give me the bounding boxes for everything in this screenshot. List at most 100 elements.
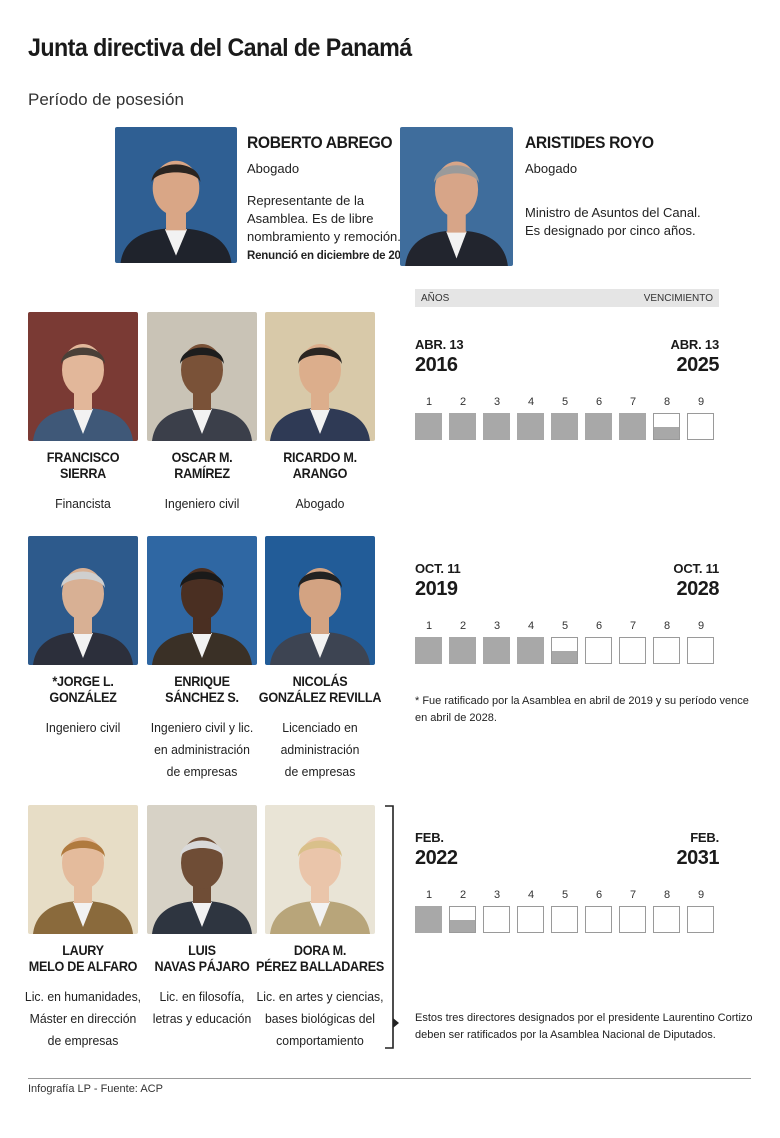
footer-divider xyxy=(28,1078,751,1079)
page-title: Junta directiva del Canal de Panamá xyxy=(28,34,412,62)
profession-line: letras y educación xyxy=(152,1011,252,1026)
member-name-laury-melo-de-alfaro: LAURY MELO DE ALFARO xyxy=(16,942,151,974)
profession-line: Ingeniero civil xyxy=(45,720,121,735)
name-line: MELO DE ALFARO xyxy=(28,958,138,974)
resignation-note: Renunció en diciembre de 2023. xyxy=(247,250,417,262)
profession-line: comportamiento xyxy=(276,1033,364,1048)
name-line: SÁNCHEZ S. xyxy=(165,689,239,705)
year-number: 3 xyxy=(493,396,501,408)
year-number: 9 xyxy=(697,396,705,408)
member-name-ricardo-m-arango: RICARDO M. ARANGO xyxy=(253,449,388,481)
profession-line: Máster en dirección xyxy=(29,1011,137,1026)
year-progress-box xyxy=(517,413,544,440)
profession-line: Lic. en filosofía, xyxy=(159,989,245,1004)
year-progress-box xyxy=(483,906,510,933)
year-progress-box xyxy=(483,413,510,440)
member-name-luis-navas-pajaro: LUIS NAVAS PÁJARO xyxy=(135,942,270,974)
profession-line: Financista xyxy=(55,496,111,511)
member-profession-francisco-sierra: Financista xyxy=(13,493,154,515)
year-progress-fill xyxy=(450,919,475,932)
portrait-photo-oscar-m-ramirez xyxy=(147,312,257,441)
profession-line: Abogado xyxy=(295,496,345,511)
name-line: LUIS xyxy=(188,942,216,958)
year-number: 3 xyxy=(493,620,501,632)
member-name-francisco-sierra: FRANCISCO SIERRA xyxy=(16,449,151,481)
year-progress-box xyxy=(653,637,680,664)
profession-line: en administración xyxy=(154,742,250,757)
year-progress-box xyxy=(619,637,646,664)
profession-line: de empresas xyxy=(166,764,238,779)
group-note: Estos tres directores designados por el … xyxy=(415,1010,760,1044)
name-line: OSCAR M. xyxy=(171,449,233,465)
year-number: 1 xyxy=(425,396,433,408)
profession-line: de empresas xyxy=(47,1033,119,1048)
name-line: LAURY xyxy=(62,942,104,958)
member-profession-roberto-abrego: Abogado xyxy=(247,161,300,176)
year-number: 7 xyxy=(629,889,637,901)
member-name-dora-m-perez-balladares: DORA M. PÉREZ BALLADARES xyxy=(253,942,388,974)
group-note: * Fue ratificado por la Asamblea en abri… xyxy=(415,693,760,727)
year-progress-box xyxy=(585,413,612,440)
year-progress-fill xyxy=(552,650,577,663)
year-progress-box xyxy=(449,413,476,440)
member-name-jorge-l-gonzalez: *JORGE L. GONZÁLEZ xyxy=(16,673,151,705)
year-number: 5 xyxy=(561,620,569,632)
year-number: 4 xyxy=(527,396,535,408)
year-progress-box xyxy=(551,413,578,440)
portrait-photo-ricardo-m-arango xyxy=(265,312,375,441)
member-profession-dora-m-perez-balladares: Lic. en artes y ciencias, bases biológica… xyxy=(250,986,391,1052)
portrait-photo-jorge-l-gonzalez xyxy=(28,536,138,665)
description-line: Representante de la xyxy=(247,193,365,208)
term-end-year: 2031 xyxy=(676,847,720,869)
year-progress-box xyxy=(585,906,612,933)
term-start-year: 2019 xyxy=(415,578,458,600)
profession-line: Lic. en humanidades, xyxy=(24,989,142,1004)
name-line: *JORGE L. xyxy=(52,673,114,689)
year-number: 7 xyxy=(629,396,637,408)
year-number: 6 xyxy=(595,889,603,901)
source-credit: Infografía LP - Fuente: ACP xyxy=(28,1083,163,1095)
description-line: Ministro de Asuntos del Canal. xyxy=(525,205,701,220)
name-line: NAVAS PÁJARO xyxy=(154,958,250,974)
year-progress-box xyxy=(517,637,544,664)
year-progress-box xyxy=(687,637,714,664)
name-line: DORA M. xyxy=(293,942,347,958)
year-number: 4 xyxy=(527,889,535,901)
year-progress-box xyxy=(415,413,442,440)
note-line: en abril de 2028. xyxy=(415,712,497,724)
profession-line: Ingeniero civil xyxy=(164,496,240,511)
profession-line: bases biológicas del xyxy=(264,1011,376,1026)
portrait-photo-luis-navas-pajaro xyxy=(147,805,257,934)
name-line: RICARDO M. xyxy=(283,449,357,465)
page-subtitle: Período de posesión xyxy=(28,90,184,109)
year-number: 1 xyxy=(425,620,433,632)
year-number: 5 xyxy=(561,889,569,901)
year-progress-box xyxy=(449,637,476,664)
portrait-photo-roberto-abrego xyxy=(115,127,237,263)
member-name-roberto-abrego: ROBERTO ABREGO xyxy=(247,133,393,152)
member-profession-aristides-royo: Abogado xyxy=(525,161,578,176)
name-line: FRANCISCO xyxy=(46,449,120,465)
year-number: 2 xyxy=(459,620,467,632)
member-description-roberto-abrego: Representante de la Asamblea. Es de libr… xyxy=(247,192,416,265)
profession-line: de empresas xyxy=(284,764,356,779)
year-progress-box xyxy=(619,413,646,440)
year-number: 9 xyxy=(697,620,705,632)
year-progress-box xyxy=(619,906,646,933)
year-number: 7 xyxy=(629,620,637,632)
term-start-month: FEB. xyxy=(415,830,444,845)
description-line: Es designado por cinco años. xyxy=(525,223,696,238)
term-start-month: OCT. 11 xyxy=(415,561,461,576)
member-profession-nicolas-gonzalez-revilla: Licenciado en administración de empresas xyxy=(250,717,391,783)
year-number: 2 xyxy=(459,396,467,408)
member-name-nicolas-gonzalez-revilla: NICOLÁS GONZÁLEZ REVILLA xyxy=(253,673,388,705)
year-number: 4 xyxy=(527,620,535,632)
year-number: 5 xyxy=(561,396,569,408)
year-number: 9 xyxy=(697,889,705,901)
name-line: GONZÁLEZ xyxy=(49,689,117,705)
portrait-photo-francisco-sierra xyxy=(28,312,138,441)
term-start-month: ABR. 13 xyxy=(415,337,464,352)
member-profession-ricardo-m-arango: Abogado xyxy=(250,493,391,515)
term-end-year: 2028 xyxy=(676,578,720,600)
name-line: PÉREZ BALLADARES xyxy=(256,958,384,974)
